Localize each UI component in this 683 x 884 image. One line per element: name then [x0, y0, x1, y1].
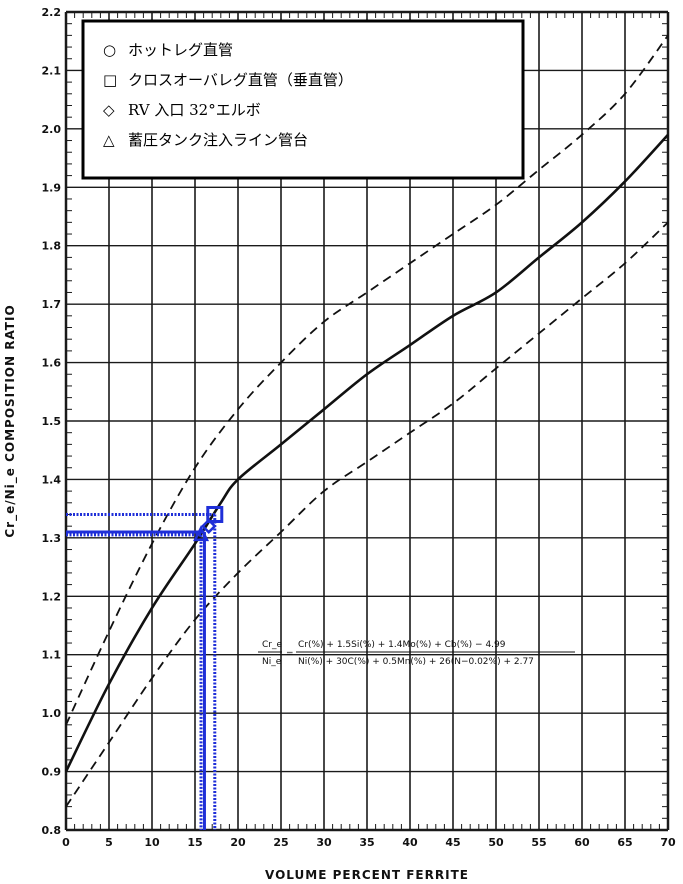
- legend-box: [81, 19, 525, 180]
- y-tick-label: 1.7: [42, 298, 62, 311]
- tick-labels: 0 5 10 15 20 25 30 35 40 45 50 55 60 65 70 0.8 0.9 1.0 1.1…: [42, 6, 676, 849]
- legend-symbol-1: □: [103, 71, 117, 89]
- formula-lhs-bottom: Ni_e: [262, 657, 282, 667]
- legend-symbol-2: ◇: [103, 101, 115, 119]
- y-tick-label: 1.6: [42, 357, 62, 370]
- x-tick-label: 25: [273, 836, 288, 849]
- x-tick-label: 10: [144, 836, 160, 849]
- y-tick-label: 2.1: [42, 64, 62, 77]
- x-tick-label: 35: [359, 836, 374, 849]
- x-tick-label: 45: [445, 836, 460, 849]
- x-tick-label: 15: [187, 836, 202, 849]
- legend-label-3: 蓄圧タンク注入ライン管台: [128, 131, 308, 149]
- y-tick-label: 1.8: [42, 240, 62, 253]
- diamond-marker: [200, 518, 217, 534]
- y-tick-label: 1.2: [42, 590, 62, 603]
- formula-numerator: Cr(%) + 1.5Si(%) + 1.4Mo(%) + Cb(%) − 4.…: [298, 640, 506, 650]
- x-tick-label: 60: [574, 836, 590, 849]
- legend-label-1: クロスオーバレグ直管（垂直管）: [128, 71, 353, 89]
- x-tick-label: 65: [617, 836, 632, 849]
- y-tick-label: 1.5: [42, 415, 62, 428]
- y-axis-title: Cr_e/Ni_e COMPOSITION RATIO: [3, 304, 18, 537]
- bound-curve-2: [65, 221, 669, 808]
- curves: [64, 34, 669, 808]
- y-tick-label: 1.0: [42, 707, 62, 720]
- legend-symbol-0: ○: [103, 41, 116, 59]
- legend: ○ ホットレグ直管 □ クロスオーバレグ直管（垂直管） ◇ RV 入口 32°エルボ △ 蓄圧…: [81, 19, 525, 180]
- y-tick-label: 1.4: [42, 473, 62, 486]
- y-tick-label: 1.3: [42, 532, 62, 545]
- legend-label-2: RV 入口 32°エルボ: [128, 101, 261, 119]
- x-tick-label: 55: [531, 836, 546, 849]
- bound-curve-1: [65, 34, 669, 726]
- y-tick-label: 2.2: [42, 6, 62, 19]
- triangle-marker: [192, 525, 210, 542]
- y-tick-label: 0.9: [42, 766, 62, 779]
- x-tick-label: 20: [230, 836, 246, 849]
- y-tick-label: 1.1: [42, 649, 62, 662]
- y-tick-label: 1.9: [42, 181, 62, 194]
- x-tick-label: 70: [660, 836, 676, 849]
- x-tick-label: 50: [488, 836, 504, 849]
- guides: [66, 512, 217, 830]
- formula-lhs-top: Cr_e: [262, 640, 282, 650]
- x-tick-label: 0: [62, 836, 70, 849]
- x-tick-label: 5: [105, 836, 113, 849]
- x-tick-label: 30: [316, 836, 332, 849]
- x-tick-label: 40: [402, 836, 418, 849]
- formula-annotation: Cr_e Ni_e = Cr(%) + 1.5Si(%) + 1.4Mo(%) …: [258, 640, 575, 667]
- svg-text:=: =: [286, 649, 294, 659]
- y-tick-label: 2.0: [42, 123, 62, 136]
- markers: [192, 505, 224, 542]
- legend-label-0: ホットレグ直管: [128, 41, 233, 59]
- y-tick-label: 0.8: [42, 824, 62, 837]
- square-marker: [206, 505, 224, 523]
- x-axis-title: VOLUME PERCENT FERRITE: [265, 868, 469, 882]
- legend-symbol-3: △: [103, 131, 115, 149]
- mean-curve: [64, 133, 669, 773]
- formula-denominator: Ni(%) + 30C(%) + 0.5Mn(%) + 26(N−0.02%) …: [298, 657, 534, 667]
